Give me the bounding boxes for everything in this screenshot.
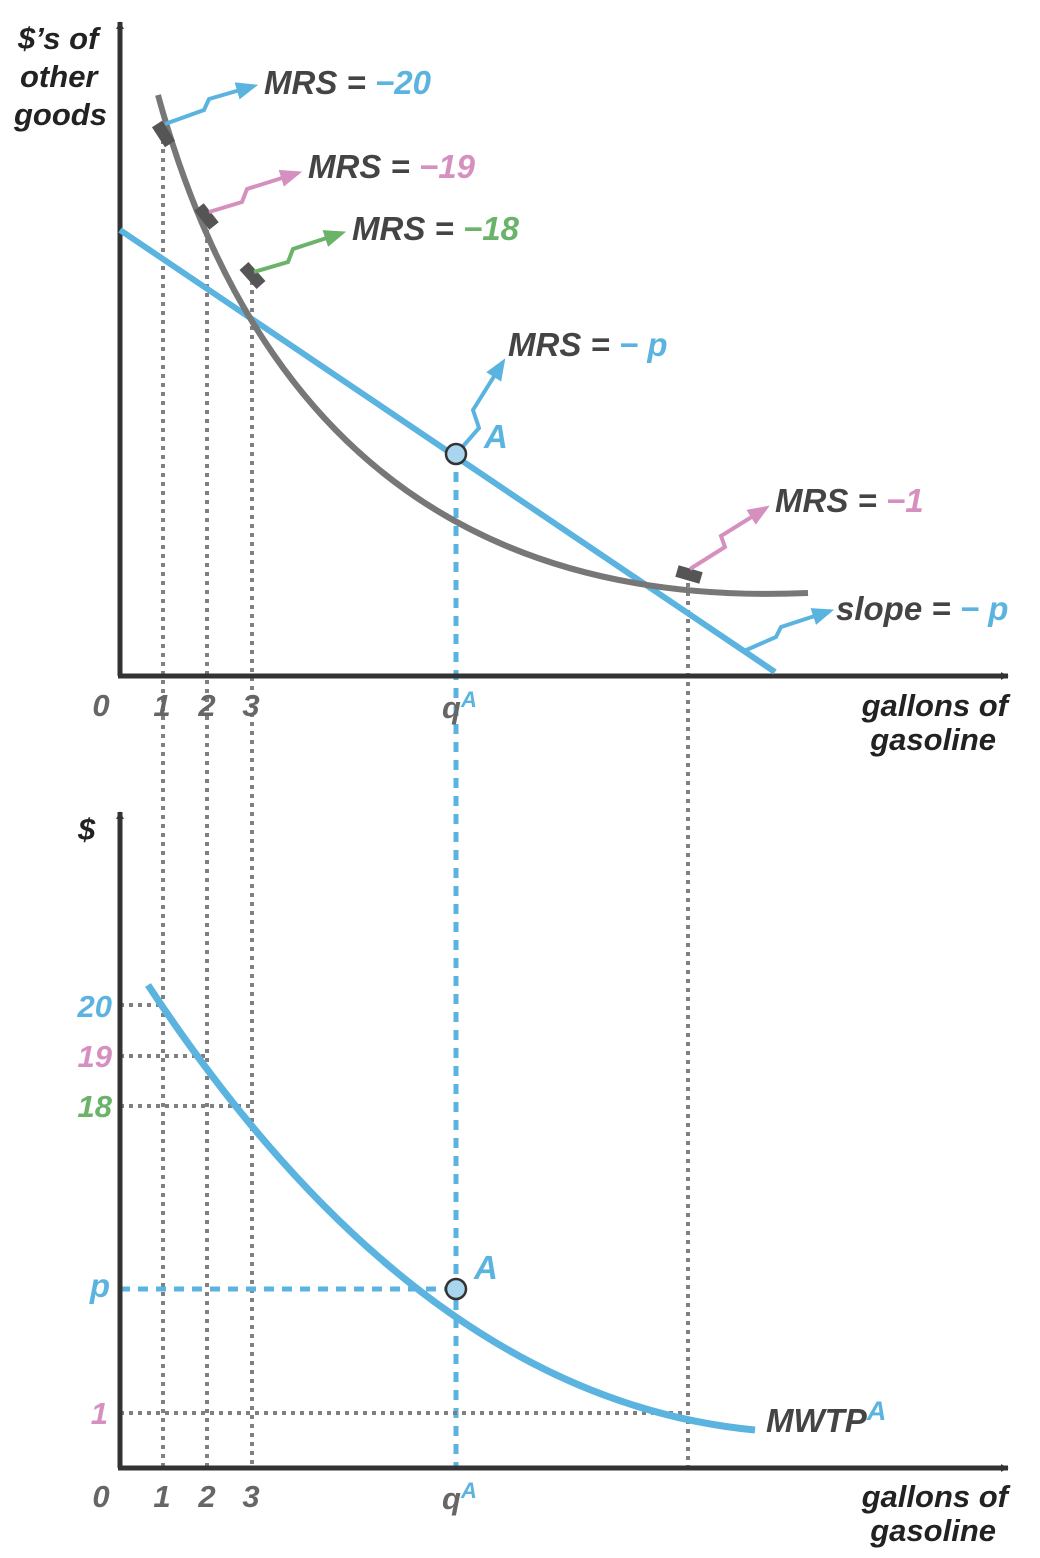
arrow-slope <box>743 608 835 653</box>
point-a-bottom <box>444 1277 468 1301</box>
top-origin: 0 <box>92 688 109 723</box>
bottom-ytick-p: p <box>89 1267 110 1304</box>
mwtp-label: MWTPA <box>766 1396 886 1439</box>
arrow-mrs-p <box>456 358 506 454</box>
curve-tick-2 <box>194 203 219 230</box>
bottom-tick-3: 3 <box>242 1479 259 1514</box>
bottom-ytick-19: 19 <box>78 1039 113 1074</box>
point-a-bottom-label: A <box>473 1249 498 1286</box>
guide-lines <box>120 122 690 1468</box>
point-a-top <box>444 442 468 466</box>
curve-tick-3 <box>239 261 266 290</box>
arrow-mrs-19 <box>208 169 303 214</box>
top-panel: A MRS = −20 MRS = −19 MRS = −18 MRS = − … <box>13 21 1011 757</box>
top-tick-qA: qA <box>442 687 477 725</box>
bottom-tick-1: 1 <box>153 1479 170 1514</box>
bottom-ytick-20: 20 <box>77 989 112 1024</box>
top-y-axis-label-2: other <box>20 59 99 94</box>
mwtp-curve <box>145 983 756 1434</box>
top-x-axis-label-2: gasoline <box>869 722 996 757</box>
label-mrs-p: MRS = − p <box>508 326 668 363</box>
top-tick-1: 1 <box>153 688 170 723</box>
bottom-origin: 0 <box>92 1479 109 1514</box>
top-tick-3: 3 <box>242 688 259 723</box>
top-y-axis-label-3: goods <box>13 97 107 132</box>
label-mrs-20: MRS = −20 <box>264 64 432 101</box>
bottom-x-axis-label-1: gallons of <box>861 1479 1011 1514</box>
label-mrs-1: MRS = −1 <box>775 482 924 519</box>
curve-tick-mrs1 <box>675 565 703 584</box>
indifference-curve <box>155 94 809 597</box>
point-a-top-label: A <box>483 418 508 455</box>
curve-tick-1 <box>151 120 176 148</box>
top-x-axis-label-1: gallons of <box>861 688 1011 723</box>
label-slope: slope = − p <box>836 590 1008 627</box>
bottom-ytick-18: 18 <box>78 1089 113 1124</box>
arrow-mrs-20 <box>164 82 259 126</box>
arrow-mrs-18 <box>253 230 347 274</box>
bottom-y-axis-label: $ <box>77 812 96 847</box>
label-mrs-18: MRS = −18 <box>352 210 520 247</box>
label-mrs-19: MRS = −19 <box>308 148 476 185</box>
arrow-mrs-1 <box>688 505 770 571</box>
bottom-tick-2: 2 <box>197 1479 215 1514</box>
bottom-x-axis-label-2: gasoline <box>869 1513 996 1548</box>
bottom-tick-qA: qA <box>442 1478 477 1516</box>
bottom-panel: A MWTPA $ 20 19 18 p 1 0 1 2 3 qA gallon… <box>77 811 1011 1548</box>
top-y-axis-label-1: $’s of <box>17 21 101 56</box>
bottom-ytick-1: 1 <box>91 1396 108 1431</box>
top-tick-2: 2 <box>197 688 215 723</box>
